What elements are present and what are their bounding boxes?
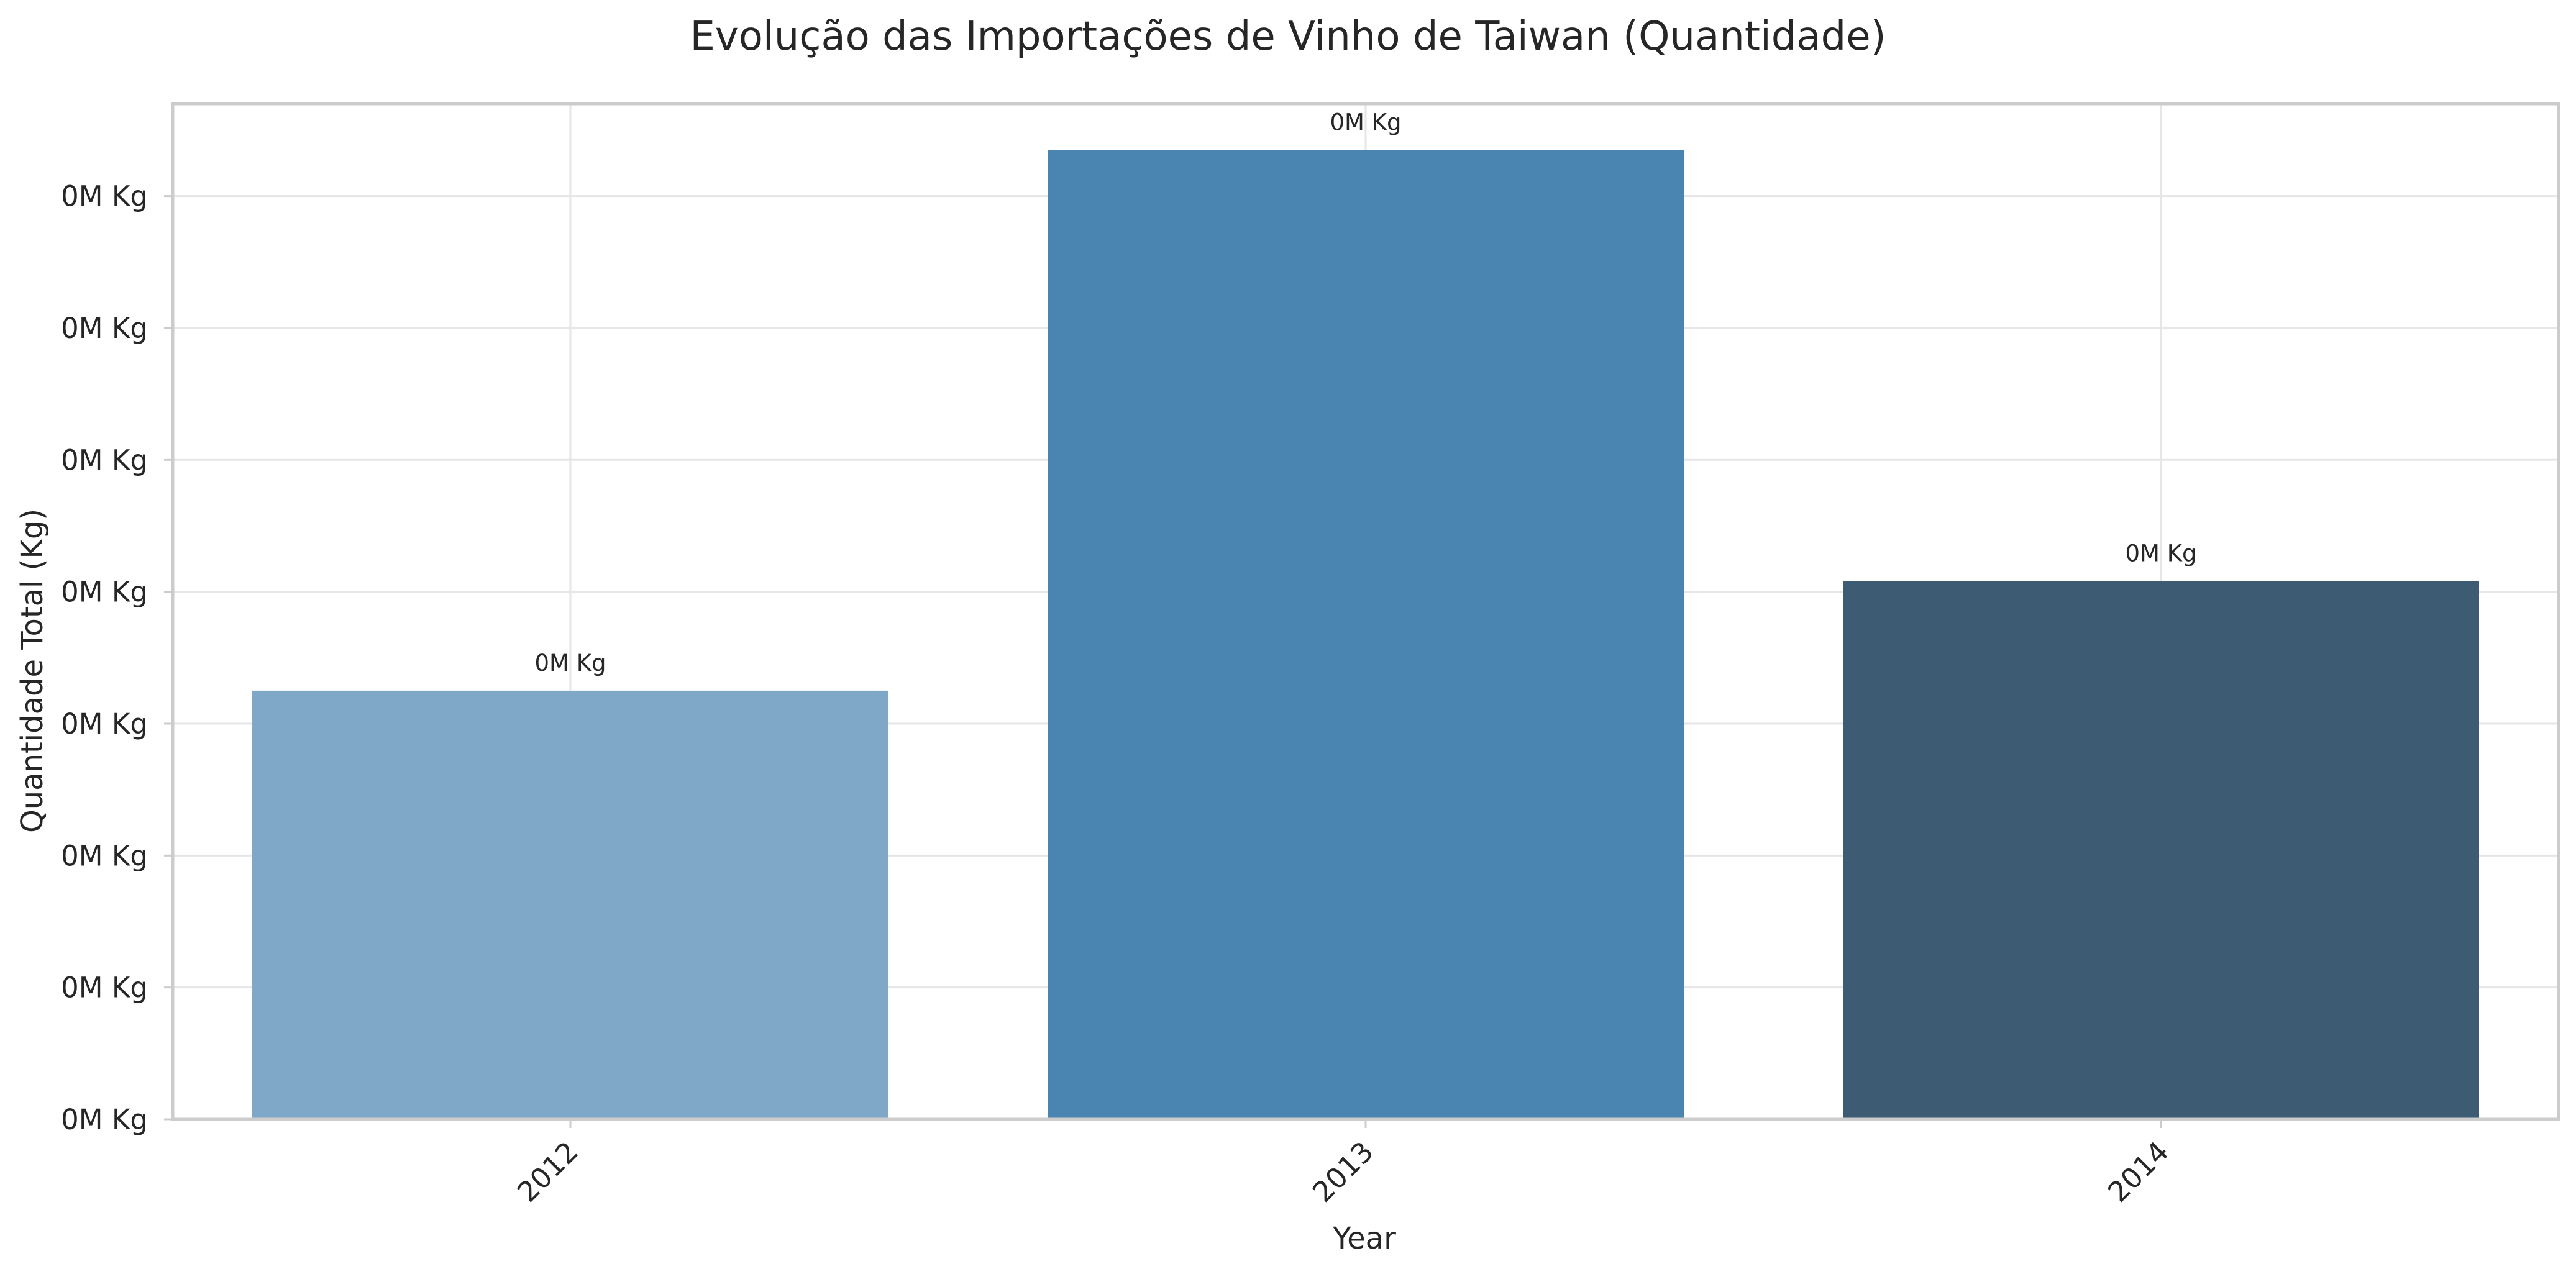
bar-2013: [1048, 150, 1684, 1120]
bar-2012: [252, 690, 888, 1119]
bar-2014: [1843, 581, 2479, 1119]
data-label-2012: 0M Kg: [535, 650, 606, 676]
y-tick-label: 0M Kg: [61, 1103, 148, 1136]
data-label-2014: 0M Kg: [2126, 540, 2197, 567]
x-axis-label: Year: [1332, 1221, 1396, 1256]
y-tick-label: 0M Kg: [61, 312, 148, 345]
y-tick-label: 0M Kg: [61, 576, 148, 609]
y-tick-label: 0M Kg: [61, 971, 148, 1004]
bars: [252, 150, 2479, 1120]
data-label-2013: 0M Kg: [1330, 109, 1402, 135]
y-axis-label: Quantidade Total (Kg): [15, 509, 50, 833]
y-tick-label: 0M Kg: [61, 180, 148, 213]
chart-title: Evolução das Importações de Vinho de Tai…: [690, 14, 1886, 60]
y-tick-label: 0M Kg: [61, 444, 148, 476]
y-tick-label: 0M Kg: [61, 708, 148, 740]
data-labels: 0M Kg 0M Kg 0M Kg: [535, 109, 2197, 676]
y-tick-label: 0M Kg: [61, 839, 148, 872]
